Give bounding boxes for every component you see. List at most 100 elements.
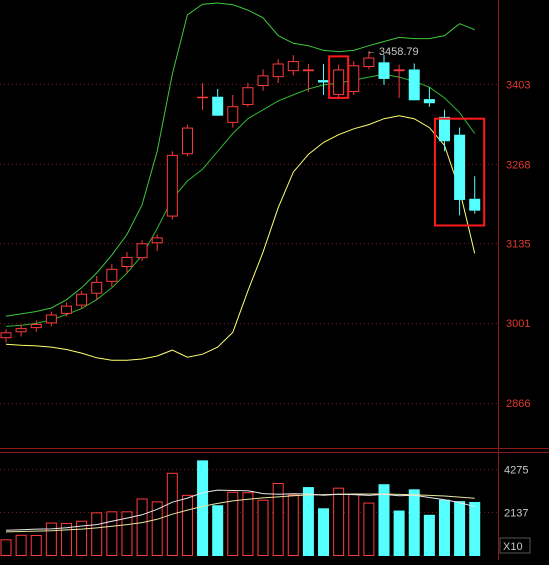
bollinger-bands bbox=[5, 2, 476, 361]
candle-body bbox=[30, 323, 42, 329]
volume-ma-short-line bbox=[5, 489, 475, 531]
volume-bar bbox=[408, 489, 420, 556]
price-tick-label: 3268 bbox=[506, 159, 530, 171]
candle-body bbox=[469, 198, 481, 211]
candle bbox=[363, 51, 375, 70]
volume-bar bbox=[76, 520, 88, 556]
volume-bar bbox=[318, 508, 330, 556]
volume-bar bbox=[181, 494, 193, 556]
candle bbox=[197, 83, 209, 110]
candle bbox=[378, 55, 390, 85]
candle-body bbox=[287, 61, 299, 72]
price-tick-label: 3001 bbox=[506, 318, 530, 330]
candle bbox=[76, 290, 88, 309]
candle bbox=[393, 64, 405, 98]
highlight-box bbox=[433, 117, 486, 227]
volume-bar bbox=[348, 494, 360, 556]
volume-bar bbox=[136, 498, 148, 556]
volume-bar bbox=[257, 499, 269, 557]
candle-body bbox=[60, 305, 72, 314]
volume-tick-label: 2137 bbox=[504, 508, 528, 520]
volume-unit-box bbox=[499, 537, 531, 554]
volume-axis-labels: X10 4275 2137 bbox=[499, 465, 531, 554]
candle bbox=[227, 94, 239, 128]
candle-body bbox=[45, 314, 57, 324]
candle-body bbox=[272, 63, 284, 78]
candle-body bbox=[348, 65, 360, 92]
price-tick-label: 2866 bbox=[506, 398, 530, 410]
candle bbox=[302, 64, 314, 92]
candle bbox=[136, 240, 148, 262]
volume-bar bbox=[363, 502, 375, 556]
volume-bar bbox=[197, 460, 209, 556]
candle-body bbox=[438, 116, 450, 142]
candle bbox=[408, 63, 420, 101]
candle bbox=[106, 264, 118, 287]
volume-bar bbox=[469, 501, 481, 556]
candle-body bbox=[136, 243, 148, 259]
candle-body bbox=[15, 328, 27, 333]
candle bbox=[242, 83, 254, 107]
candle-body bbox=[393, 69, 405, 72]
highlight-boxes bbox=[328, 55, 486, 227]
max-price-arrow: ← bbox=[367, 46, 376, 56]
middle-band-line bbox=[5, 73, 476, 327]
candle-body bbox=[212, 96, 224, 116]
price-tick-label: 3135 bbox=[506, 238, 530, 250]
highlight-box bbox=[328, 55, 350, 99]
volume-bar bbox=[151, 501, 163, 557]
candle-body bbox=[363, 57, 375, 68]
candle bbox=[0, 329, 12, 343]
max-price-label: 3458.79 bbox=[379, 46, 419, 58]
volume-bar bbox=[0, 539, 12, 557]
candle-body bbox=[454, 134, 466, 200]
lower-band-line bbox=[5, 115, 476, 361]
candlestick-series bbox=[0, 51, 481, 343]
candle-body bbox=[106, 268, 118, 282]
candle-body bbox=[378, 62, 390, 79]
candle-body bbox=[197, 96, 209, 99]
volume-bar bbox=[287, 494, 299, 556]
candle-body bbox=[257, 75, 269, 87]
candle-body bbox=[408, 69, 420, 101]
volume-bar bbox=[227, 491, 239, 557]
volume-bar bbox=[454, 501, 466, 556]
candle bbox=[91, 275, 103, 300]
candle-body bbox=[166, 154, 178, 217]
candle bbox=[454, 127, 466, 216]
volume-bar bbox=[212, 505, 224, 556]
candle bbox=[438, 109, 450, 152]
candle bbox=[60, 302, 72, 317]
max-price-marker: ← 3458.79 bbox=[367, 46, 419, 58]
candle bbox=[45, 311, 57, 327]
volume-bar bbox=[272, 482, 284, 556]
candle bbox=[212, 89, 224, 116]
candle-body bbox=[0, 332, 12, 339]
candle bbox=[318, 64, 330, 95]
volume-bar bbox=[121, 511, 133, 557]
candle bbox=[121, 252, 133, 273]
candle bbox=[257, 69, 269, 91]
volume-bar bbox=[393, 510, 405, 556]
volume-bar bbox=[438, 499, 450, 556]
candle-body bbox=[318, 80, 330, 83]
volume-unit-label: X10 bbox=[503, 541, 523, 553]
candle-body bbox=[181, 127, 193, 155]
candle bbox=[15, 324, 27, 337]
volume-tick-label: 4275 bbox=[504, 465, 528, 477]
volume-bar bbox=[91, 512, 103, 556]
candle-body bbox=[227, 106, 239, 123]
volume-bar bbox=[378, 484, 390, 556]
volume-bar bbox=[333, 487, 345, 557]
candle-body bbox=[151, 237, 163, 244]
volume-bars bbox=[0, 460, 481, 557]
candle bbox=[151, 234, 163, 251]
volume-moving-averages bbox=[5, 489, 475, 533]
candle-body bbox=[242, 87, 254, 106]
candle-body bbox=[423, 99, 435, 104]
price-axis-labels: 3403 3268 3135 3001 2866 bbox=[506, 79, 530, 410]
